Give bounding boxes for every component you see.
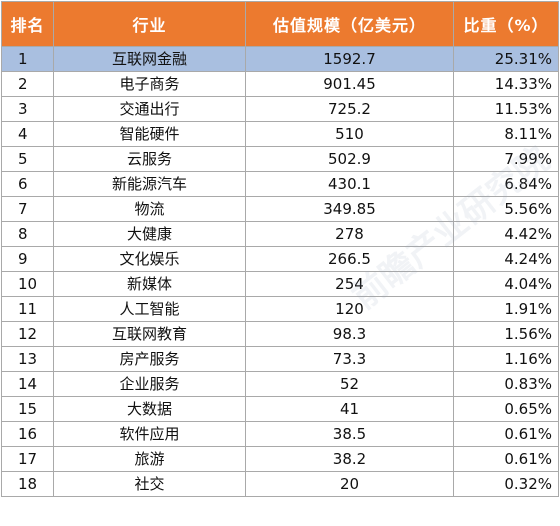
value-cell: 510: [245, 121, 454, 147]
value-cell: 38.5: [245, 421, 454, 447]
value-cell: 41: [245, 396, 454, 422]
table-row: 14 企业服务 52 0.83%: [1, 371, 559, 397]
rank-cell: 11: [1, 296, 54, 322]
industry-cell: 旅游: [53, 446, 246, 472]
share-cell: 25.31%: [453, 46, 559, 72]
rank-cell: 9: [1, 246, 54, 272]
industry-cell: 云服务: [53, 146, 246, 172]
share-cell: 14.33%: [453, 71, 559, 97]
value-cell: 38.2: [245, 446, 454, 472]
industry-cell: 企业服务: [53, 371, 246, 397]
share-cell: 0.61%: [453, 446, 559, 472]
value-cell: 73.3: [245, 346, 454, 372]
industry-cell: 互联网教育: [53, 321, 246, 347]
share-cell: 1.16%: [453, 346, 559, 372]
industry-cell: 互联网金融: [53, 46, 246, 72]
share-cell: 11.53%: [453, 96, 559, 122]
valuation-table: 排名 行业 估值规模（亿美元） 比重（%） 1 互联网金融 1592.7 25.31%…: [1, 1, 559, 497]
table-row: 9 文化娱乐 266.5 4.24%: [1, 246, 559, 272]
rank-cell: 18: [1, 471, 54, 497]
table-row: 15 大数据 41 0.65%: [1, 396, 559, 422]
table-row: 16 软件应用 38.5 0.61%: [1, 421, 559, 447]
value-cell: 98.3: [245, 321, 454, 347]
value-cell: 278: [245, 221, 454, 247]
rank-cell: 13: [1, 346, 54, 372]
industry-cell: 智能硬件: [53, 121, 246, 147]
rank-cell: 2: [1, 71, 54, 97]
rank-cell: 16: [1, 421, 54, 447]
value-cell: 1592.7: [245, 46, 454, 72]
table-row: 1 互联网金融 1592.7 25.31%: [1, 46, 559, 72]
table-body: 1 互联网金融 1592.7 25.31% 2 电子商务 901.45 14.33% 3 交通出行…: [1, 46, 559, 497]
table-header: 排名 行业 估值规模（亿美元） 比重（%）: [1, 1, 559, 47]
table-row: 6 新能源汽车 430.1 6.84%: [1, 171, 559, 197]
share-cell: 5.56%: [453, 196, 559, 222]
rank-cell: 12: [1, 321, 54, 347]
rank-cell: 7: [1, 196, 54, 222]
share-cell: 7.99%: [453, 146, 559, 172]
table-row: 18 社交 20 0.32%: [1, 471, 559, 497]
table-row: 8 大健康 278 4.42%: [1, 221, 559, 247]
share-cell: 0.65%: [453, 396, 559, 422]
value-cell: 430.1: [245, 171, 454, 197]
table-row: 11 人工智能 120 1.91%: [1, 296, 559, 322]
value-cell: 901.45: [245, 71, 454, 97]
share-cell: 1.56%: [453, 321, 559, 347]
header-value: 估值规模（亿美元）: [245, 1, 454, 47]
table-row: 7 物流 349.85 5.56%: [1, 196, 559, 222]
value-cell: 502.9: [245, 146, 454, 172]
table-row: 10 新媒体 254 4.04%: [1, 271, 559, 297]
table-row: 17 旅游 38.2 0.61%: [1, 446, 559, 472]
industry-cell: 大数据: [53, 396, 246, 422]
value-cell: 120: [245, 296, 454, 322]
value-cell: 725.2: [245, 96, 454, 122]
industry-cell: 电子商务: [53, 71, 246, 97]
rank-cell: 6: [1, 171, 54, 197]
table-row: 12 互联网教育 98.3 1.56%: [1, 321, 559, 347]
table-row: 13 房产服务 73.3 1.16%: [1, 346, 559, 372]
table-row: 4 智能硬件 510 8.11%: [1, 121, 559, 147]
share-cell: 8.11%: [453, 121, 559, 147]
table-row: 5 云服务 502.9 7.99%: [1, 146, 559, 172]
industry-cell: 软件应用: [53, 421, 246, 447]
value-cell: 349.85: [245, 196, 454, 222]
table-row: 3 交通出行 725.2 11.53%: [1, 96, 559, 122]
value-cell: 52: [245, 371, 454, 397]
value-cell: 20: [245, 471, 454, 497]
industry-cell: 物流: [53, 196, 246, 222]
share-cell: 0.61%: [453, 421, 559, 447]
industry-cell: 文化娱乐: [53, 246, 246, 272]
value-cell: 266.5: [245, 246, 454, 272]
rank-cell: 3: [1, 96, 54, 122]
share-cell: 6.84%: [453, 171, 559, 197]
header-industry: 行业: [53, 1, 246, 47]
industry-cell: 新能源汽车: [53, 171, 246, 197]
share-cell: 4.04%: [453, 271, 559, 297]
rank-cell: 14: [1, 371, 54, 397]
rank-cell: 8: [1, 221, 54, 247]
table-row: 2 电子商务 901.45 14.33%: [1, 71, 559, 97]
rank-cell: 10: [1, 271, 54, 297]
share-cell: 1.91%: [453, 296, 559, 322]
header-rank: 排名: [1, 1, 54, 47]
industry-cell: 交通出行: [53, 96, 246, 122]
industry-cell: 大健康: [53, 221, 246, 247]
rank-cell: 17: [1, 446, 54, 472]
share-cell: 4.24%: [453, 246, 559, 272]
value-cell: 254: [245, 271, 454, 297]
share-cell: 4.42%: [453, 221, 559, 247]
industry-cell: 新媒体: [53, 271, 246, 297]
rank-cell: 5: [1, 146, 54, 172]
share-cell: 0.83%: [453, 371, 559, 397]
header-share: 比重（%）: [453, 1, 559, 47]
industry-cell: 社交: [53, 471, 246, 497]
header-row: 排名 行业 估值规模（亿美元） 比重（%）: [1, 1, 559, 47]
share-cell: 0.32%: [453, 471, 559, 497]
industry-cell: 人工智能: [53, 296, 246, 322]
rank-cell: 1: [1, 46, 54, 72]
rank-cell: 4: [1, 121, 54, 147]
industry-cell: 房产服务: [53, 346, 246, 372]
rank-cell: 15: [1, 396, 54, 422]
